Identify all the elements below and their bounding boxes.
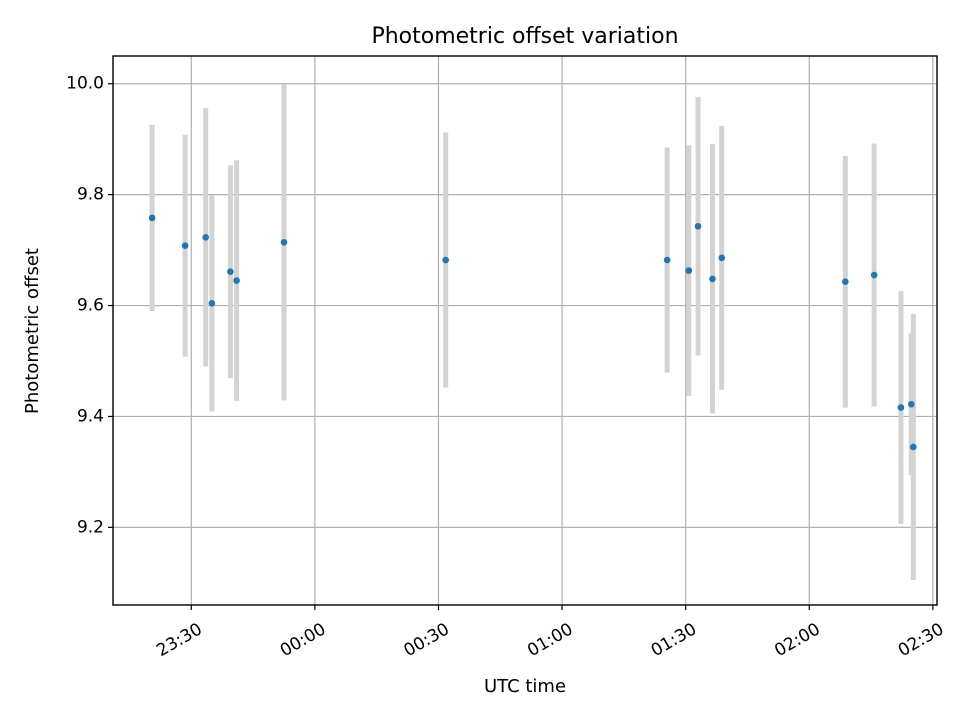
plot-frame xyxy=(112,55,938,606)
data-point xyxy=(842,278,849,286)
y-tick-label: 9.2 xyxy=(77,517,104,537)
data-point xyxy=(907,400,915,408)
data-point xyxy=(148,214,156,222)
point-layer xyxy=(148,214,917,451)
data-point xyxy=(718,254,726,262)
data-point xyxy=(870,271,878,279)
y-tick-label: 9.4 xyxy=(77,406,104,426)
data-point xyxy=(181,242,189,249)
y-tick-label: 10.0 xyxy=(66,74,104,94)
data-point xyxy=(709,275,716,283)
data-point xyxy=(663,256,671,264)
data-point xyxy=(685,267,693,274)
grid-layer xyxy=(113,56,937,605)
y-tick-label: 9.8 xyxy=(77,185,104,205)
data-point xyxy=(208,300,216,307)
data-point xyxy=(280,239,288,246)
data-point xyxy=(442,256,449,264)
data-point xyxy=(227,268,234,276)
y-tick-label: 9.6 xyxy=(77,296,104,316)
data-point xyxy=(233,277,240,284)
data-point xyxy=(897,404,905,411)
data-point xyxy=(202,234,209,241)
data-point xyxy=(694,222,702,230)
chart-title: Photometric offset variation xyxy=(371,24,678,49)
y-axis-label: Photometric offset xyxy=(22,248,43,414)
x-axis-label: UTC time xyxy=(484,676,566,697)
data-point xyxy=(910,443,917,451)
